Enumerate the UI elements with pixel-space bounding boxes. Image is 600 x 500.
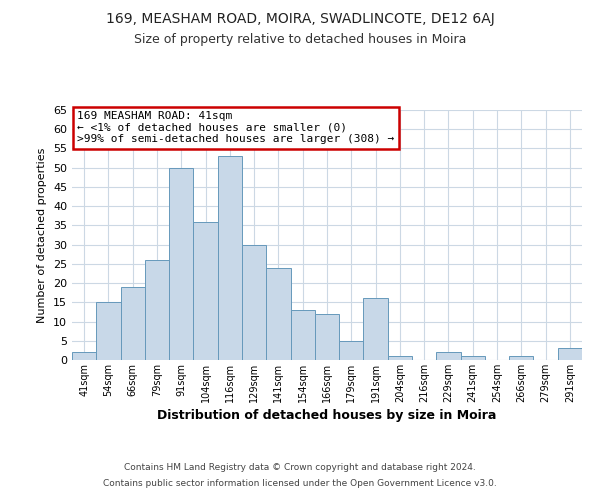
- Bar: [364, 298, 388, 360]
- Bar: [193, 222, 218, 360]
- Bar: [266, 268, 290, 360]
- X-axis label: Distribution of detached houses by size in Moira: Distribution of detached houses by size …: [157, 409, 497, 422]
- Bar: [461, 356, 485, 360]
- Bar: [169, 168, 193, 360]
- Y-axis label: Number of detached properties: Number of detached properties: [37, 148, 47, 322]
- Bar: [242, 244, 266, 360]
- Text: 169, MEASHAM ROAD, MOIRA, SWADLINCOTE, DE12 6AJ: 169, MEASHAM ROAD, MOIRA, SWADLINCOTE, D…: [106, 12, 494, 26]
- Bar: [218, 156, 242, 360]
- Bar: [436, 352, 461, 360]
- Bar: [558, 348, 582, 360]
- Text: Size of property relative to detached houses in Moira: Size of property relative to detached ho…: [134, 32, 466, 46]
- Text: 169 MEASHAM ROAD: 41sqm
← <1% of detached houses are smaller (0)
>99% of semi-de: 169 MEASHAM ROAD: 41sqm ← <1% of detache…: [77, 112, 394, 144]
- Text: Contains public sector information licensed under the Open Government Licence v3: Contains public sector information licen…: [103, 478, 497, 488]
- Bar: [145, 260, 169, 360]
- Bar: [388, 356, 412, 360]
- Bar: [339, 341, 364, 360]
- Bar: [121, 287, 145, 360]
- Bar: [315, 314, 339, 360]
- Text: Contains HM Land Registry data © Crown copyright and database right 2024.: Contains HM Land Registry data © Crown c…: [124, 464, 476, 472]
- Bar: [290, 310, 315, 360]
- Bar: [72, 352, 96, 360]
- Bar: [509, 356, 533, 360]
- Bar: [96, 302, 121, 360]
